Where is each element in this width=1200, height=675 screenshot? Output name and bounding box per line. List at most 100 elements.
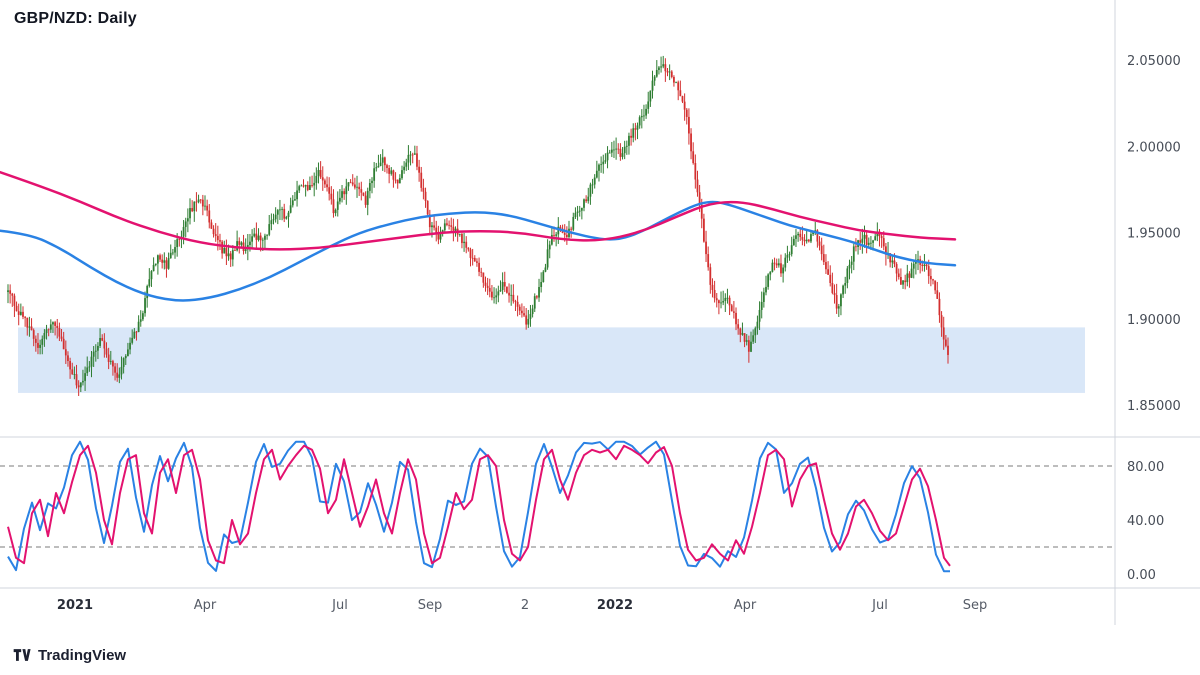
- candle-body: [632, 128, 635, 138]
- candle-body: [405, 162, 408, 167]
- time-axis[interactable]: 2021 Apr Jul Sep 2 2022 Apr Jul Sep: [57, 598, 987, 613]
- candle-body: [531, 308, 534, 315]
- candle-body: [257, 235, 260, 240]
- candle-body: [334, 209, 337, 214]
- candle-body: [54, 322, 57, 326]
- price-axis[interactable]: 2.05000 2.00000 1.95000 1.90000 1.85000 80.00…: [1127, 54, 1181, 583]
- candle-body: [491, 291, 493, 298]
- candle-body: [176, 239, 179, 248]
- candle-body: [294, 199, 296, 201]
- candle-body: [580, 207, 583, 211]
- candle-body: [129, 342, 131, 350]
- time-axis-month-label: Apr: [194, 598, 217, 613]
- candle-body: [424, 191, 427, 201]
- candle-body: [251, 236, 254, 242]
- candle-body: [131, 337, 134, 343]
- candle-body: [807, 239, 810, 242]
- candle-body: [313, 182, 316, 186]
- candle-body: [279, 209, 281, 211]
- candle-body: [587, 196, 590, 202]
- candle-body: [578, 210, 581, 212]
- candle-body: [467, 247, 470, 250]
- candle-body: [22, 311, 24, 317]
- candle-body: [617, 148, 620, 150]
- candle-body: [34, 338, 37, 343]
- tradingview-logo-icon: [13, 649, 31, 661]
- candle-body: [114, 366, 116, 373]
- stochastic-layer: [0, 440, 1115, 573]
- candle-body: [548, 244, 551, 250]
- candle-body: [630, 135, 632, 138]
- candle-body: [724, 297, 727, 301]
- candle-body: [859, 240, 862, 243]
- candle-body: [193, 201, 196, 212]
- candle-body: [281, 208, 283, 210]
- candle-body: [264, 235, 266, 240]
- candle-body: [426, 200, 429, 215]
- candle-body: [741, 333, 744, 335]
- candle-body: [30, 326, 33, 331]
- candle-body: [291, 200, 294, 206]
- candle-body: [99, 338, 101, 346]
- tradingview-attribution[interactable]: TradingView: [12, 645, 126, 665]
- candle-body: [214, 234, 217, 236]
- candle-body: [43, 333, 46, 339]
- candle-body: [332, 199, 335, 214]
- candle-body: [336, 201, 339, 210]
- candle-body: [210, 222, 213, 229]
- candle-body: [613, 149, 615, 151]
- candle-body: [473, 257, 476, 262]
- candle-body: [651, 80, 654, 91]
- candle-body: [570, 228, 573, 230]
- candle-body: [64, 349, 67, 356]
- candle-body: [13, 295, 16, 306]
- candle-body: [476, 261, 478, 263]
- candle-body: [77, 385, 80, 388]
- candle-body: [437, 234, 440, 240]
- candle-body: [178, 239, 181, 240]
- candle-body: [234, 250, 236, 251]
- candle-body: [797, 233, 800, 236]
- candle-body: [223, 247, 226, 254]
- candle-body: [480, 271, 483, 273]
- candle-body: [148, 279, 151, 287]
- candle-body: [709, 267, 712, 285]
- candle-body: [309, 185, 311, 190]
- stoch-k-line: [7, 440, 950, 573]
- candle-body: [518, 306, 521, 311]
- candle-body: [895, 264, 898, 274]
- candle-body: [47, 329, 50, 331]
- candle-body: [448, 224, 450, 226]
- candle-body: [122, 358, 125, 367]
- candle-body: [139, 319, 142, 322]
- candle-body: [56, 325, 59, 328]
- candle-body: [923, 264, 926, 266]
- candle-body: [621, 153, 624, 157]
- candle-body: [90, 356, 93, 367]
- candle-body: [737, 324, 740, 329]
- candle-body: [238, 241, 241, 245]
- moving-averages-layer: [0, 170, 957, 302]
- candle-body: [431, 225, 433, 228]
- candle-body: [501, 282, 504, 290]
- candle-body: [640, 115, 643, 118]
- chart-title: GBP/NZD: Daily: [14, 10, 137, 27]
- candle-body: [253, 233, 256, 237]
- candle-body: [317, 169, 320, 176]
- candle-body: [401, 170, 403, 179]
- candle-body: [844, 282, 847, 286]
- candle-body: [324, 180, 326, 185]
- candle-body: [572, 216, 575, 230]
- candle-body: [625, 145, 628, 147]
- candle-body: [482, 272, 485, 283]
- candle-body: [769, 271, 772, 275]
- candle-body: [786, 254, 789, 258]
- candle-body: [171, 252, 174, 254]
- candle-body: [9, 290, 12, 294]
- candle-body: [565, 234, 568, 238]
- candle-body: [655, 70, 658, 77]
- candle-body: [255, 233, 258, 240]
- candle-body: [144, 298, 146, 314]
- candle-body: [788, 254, 791, 255]
